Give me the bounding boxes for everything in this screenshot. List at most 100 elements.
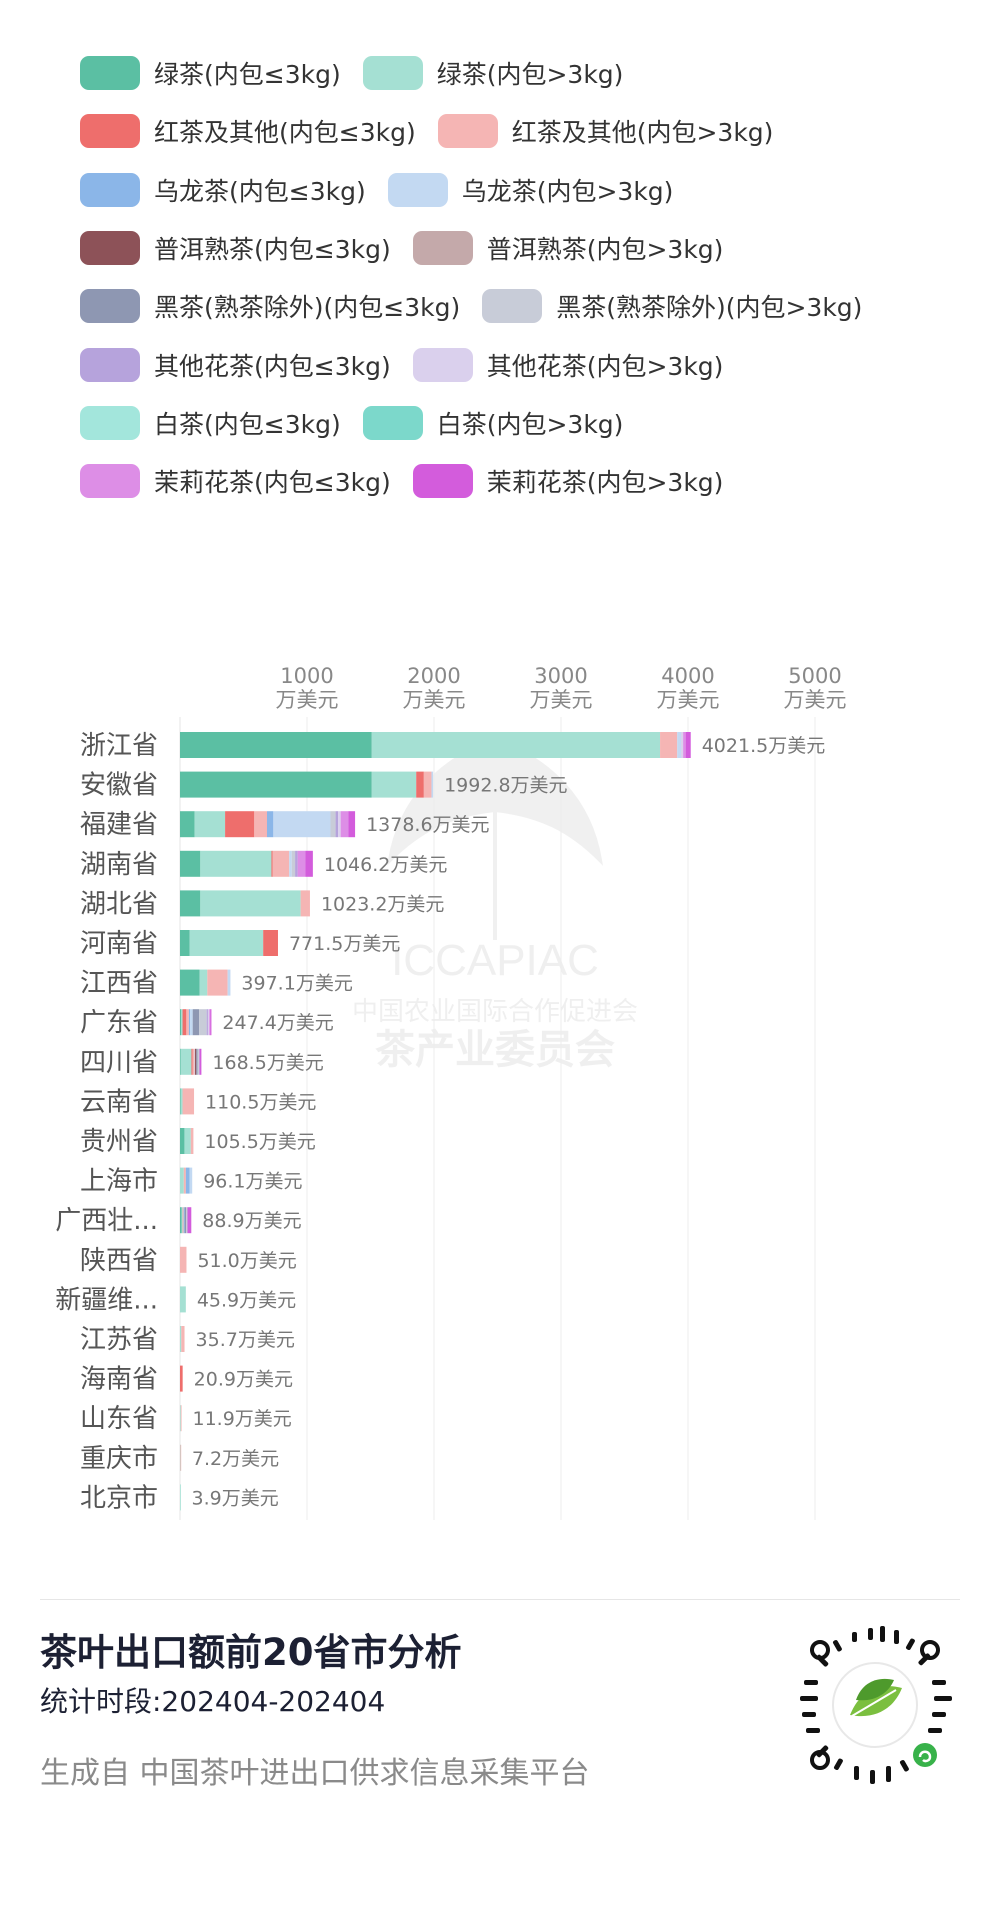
bar-segment[interactable] — [271, 850, 273, 877]
bar-segment[interactable] — [416, 771, 424, 798]
legend-item[interactable]: 茉莉花茶(内包>3kg) — [412, 463, 723, 499]
legend-item[interactable]: 其他花茶(内包≤3kg) — [80, 347, 391, 383]
legend-item[interactable]: 红茶及其他(内包>3kg) — [437, 113, 773, 149]
bar-segment[interactable] — [186, 1009, 189, 1036]
bar-segment[interactable] — [192, 1048, 195, 1075]
bar-segment[interactable] — [371, 732, 661, 758]
mini-program-qr-code-icon[interactable] — [790, 1620, 960, 1790]
bar-segment[interactable] — [207, 1009, 210, 1036]
bar-segment[interactable] — [180, 1286, 186, 1313]
legend-item[interactable]: 绿茶(内包>3kg) — [362, 55, 623, 91]
bar-segment[interactable] — [348, 811, 356, 838]
bar-segment[interactable] — [209, 1009, 211, 1036]
bar-segment[interactable] — [206, 1009, 208, 1036]
legend-item[interactable]: 绿茶(内包≤3kg) — [80, 55, 341, 91]
bar-segment[interactable] — [181, 1009, 183, 1036]
bar-segment[interactable] — [295, 850, 298, 877]
bar-segment[interactable] — [180, 1207, 182, 1234]
bar-segment[interactable] — [180, 1484, 181, 1511]
bar-segment[interactable] — [182, 1088, 195, 1115]
bar-segment[interactable] — [660, 732, 678, 758]
bar-segment[interactable] — [266, 811, 274, 838]
bar-segment[interactable] — [199, 1048, 202, 1075]
legend-item[interactable]: 红茶及其他(内包≤3kg) — [80, 113, 416, 149]
bar-segment[interactable] — [200, 890, 301, 917]
bar-segment[interactable] — [297, 850, 306, 877]
bar-segment[interactable] — [423, 771, 432, 798]
bar-segment[interactable] — [182, 1207, 184, 1234]
bar-segment[interactable] — [225, 811, 255, 838]
legend-item[interactable]: 黑茶(熟茶除外)(内包≤3kg) — [80, 288, 460, 324]
bar-segment[interactable] — [194, 811, 226, 838]
bar-segment[interactable] — [186, 1207, 188, 1234]
bar-segment[interactable] — [183, 1207, 185, 1234]
bar-segment[interactable] — [199, 1009, 207, 1036]
bar-segment[interactable] — [196, 1048, 198, 1075]
bar-segment[interactable] — [194, 1048, 196, 1075]
bar-segment[interactable] — [180, 1009, 182, 1036]
legend-item[interactable]: 普洱熟茶(内包>3kg) — [412, 230, 723, 266]
bar-segment[interactable] — [192, 1009, 200, 1036]
bar-segment[interactable] — [180, 1246, 187, 1273]
bar-segment[interactable] — [180, 1365, 183, 1392]
bar-segment[interactable] — [180, 771, 372, 798]
legend-item[interactable]: 其他花茶(内包>3kg) — [412, 347, 723, 383]
legend-item[interactable]: 乌龙茶(内包≤3kg) — [80, 172, 366, 208]
bar-segment[interactable] — [180, 1167, 184, 1194]
bar-segment[interactable] — [195, 1048, 197, 1075]
bar-segment[interactable] — [181, 1326, 185, 1352]
bar-segment[interactable] — [180, 890, 201, 917]
bar-segment[interactable] — [180, 1405, 182, 1432]
bar-segment[interactable] — [180, 732, 372, 758]
bar-segment[interactable] — [300, 890, 310, 917]
bar-segment[interactable] — [685, 732, 691, 758]
bar-segment[interactable] — [291, 850, 296, 877]
bar-segment[interactable] — [188, 1009, 191, 1036]
bar-segment[interactable] — [180, 1128, 185, 1154]
bar-segment[interactable] — [200, 850, 272, 877]
bar-segment[interactable] — [273, 811, 331, 838]
bar-segment[interactable] — [263, 930, 278, 956]
legend-item[interactable]: 普洱熟茶(内包≤3kg) — [80, 230, 391, 266]
bar-segment[interactable] — [199, 969, 208, 996]
bar-segment[interactable] — [189, 1167, 193, 1194]
bar-segment[interactable] — [184, 1128, 191, 1154]
bar-segment[interactable] — [289, 850, 292, 877]
bar-segment[interactable] — [185, 1167, 190, 1194]
bar-segment[interactable] — [180, 811, 195, 838]
bar-segment[interactable] — [254, 811, 267, 838]
bar-segment[interactable] — [227, 969, 231, 996]
bar-segment[interactable] — [335, 811, 339, 838]
bar-segment[interactable] — [681, 732, 684, 758]
legend-item[interactable]: 乌龙茶(内包>3kg) — [387, 172, 673, 208]
bar-segment[interactable] — [180, 1405, 181, 1432]
bar-segment[interactable] — [371, 771, 417, 798]
bar-segment[interactable] — [180, 969, 200, 996]
bar-segment[interactable] — [190, 1128, 194, 1154]
bar-segment[interactable] — [180, 1048, 181, 1075]
bar-segment[interactable] — [305, 850, 313, 877]
bar-segment[interactable] — [180, 1088, 183, 1115]
bar-segment[interactable] — [187, 1207, 192, 1234]
bar-segment[interactable] — [180, 1048, 192, 1075]
legend-item[interactable]: 白茶(内包>3kg) — [362, 405, 623, 441]
legend-item[interactable]: 白茶(内包≤3kg) — [80, 405, 341, 441]
bar-segment[interactable] — [181, 1207, 183, 1234]
bar-segment[interactable] — [210, 1009, 212, 1036]
bar-segment[interactable] — [180, 850, 201, 877]
bar-segment[interactable] — [180, 1088, 181, 1115]
bar-segment[interactable] — [338, 811, 341, 838]
bar-segment[interactable] — [180, 1444, 182, 1471]
bar-segment[interactable] — [180, 1326, 182, 1352]
legend-item[interactable]: 茉莉花茶(内包≤3kg) — [80, 463, 391, 499]
bar-segment[interactable] — [180, 930, 190, 956]
bar-segment[interactable] — [189, 930, 264, 956]
bar-segment[interactable] — [182, 1009, 187, 1036]
bar-segment[interactable] — [183, 1167, 186, 1194]
bar-segment[interactable] — [191, 1048, 193, 1075]
bar-segment[interactable] — [677, 732, 682, 758]
bar-segment[interactable] — [197, 1048, 200, 1075]
legend-item[interactable]: 黑茶(熟茶除外)(内包>3kg) — [482, 288, 862, 324]
bar-segment[interactable] — [207, 969, 228, 996]
bar-segment[interactable] — [184, 1207, 187, 1234]
